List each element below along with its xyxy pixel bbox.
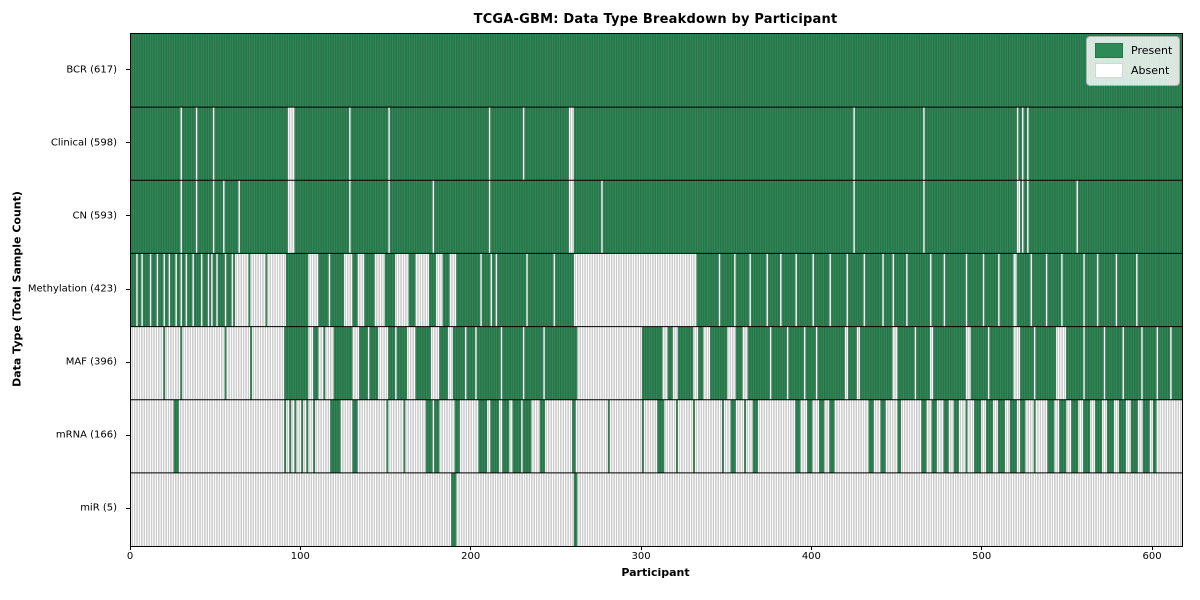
x-axis-label: Participant bbox=[621, 566, 690, 579]
y-tick-label-clinical: Clinical (598) bbox=[50, 137, 117, 149]
x-tick-label-600: 600 bbox=[1142, 551, 1162, 562]
x-tick-mark bbox=[640, 546, 642, 550]
absent-swatch-icon bbox=[1095, 63, 1123, 78]
y-tick-label-mrna: mRNA (166) bbox=[55, 429, 117, 441]
x-tick-label-300: 300 bbox=[631, 551, 651, 562]
x-tick-mark bbox=[299, 546, 301, 550]
y-tick-mark bbox=[126, 361, 130, 363]
y-tick-label-bcr: BCR (617) bbox=[66, 64, 117, 76]
y-tick-mark bbox=[126, 69, 130, 71]
x-tick-mark bbox=[810, 546, 812, 550]
y-tick-label-maf: MAF (396) bbox=[65, 356, 117, 368]
x-tick-label-200: 200 bbox=[461, 551, 481, 562]
legend-label-absent: Absent bbox=[1131, 64, 1170, 77]
y-tick-mark bbox=[126, 142, 130, 144]
x-tick-mark bbox=[981, 546, 983, 550]
y-tick-label-mir: miR (5) bbox=[80, 502, 117, 514]
x-tick-label-100: 100 bbox=[290, 551, 310, 562]
present-swatch-icon bbox=[1095, 43, 1123, 58]
legend-entry-present: Present bbox=[1095, 43, 1173, 58]
x-tick-label-500: 500 bbox=[972, 551, 992, 562]
x-tick-mark bbox=[129, 546, 131, 550]
heatmap-canvas bbox=[131, 34, 1182, 546]
y-tick-label-cn: CN (593) bbox=[72, 210, 117, 222]
y-tick-label-methylation: Methylation (423) bbox=[27, 283, 117, 295]
legend: Present Absent bbox=[1086, 36, 1180, 86]
legend-label-present: Present bbox=[1131, 44, 1173, 57]
y-axis-label: Data Type (Total Sample Count) bbox=[10, 191, 24, 387]
x-tick-mark bbox=[1151, 546, 1153, 550]
plot-area bbox=[130, 33, 1183, 547]
chart-title: TCGA-GBM: Data Type Breakdown by Partici… bbox=[473, 12, 838, 27]
y-tick-mark bbox=[126, 288, 130, 290]
y-tick-mark bbox=[126, 215, 130, 217]
y-tick-mark bbox=[126, 434, 130, 436]
legend-entry-absent: Absent bbox=[1095, 63, 1171, 78]
x-tick-label-0: 0 bbox=[126, 551, 134, 562]
x-tick-mark bbox=[470, 546, 472, 550]
x-tick-label-400: 400 bbox=[801, 551, 821, 562]
y-tick-mark bbox=[126, 507, 130, 509]
